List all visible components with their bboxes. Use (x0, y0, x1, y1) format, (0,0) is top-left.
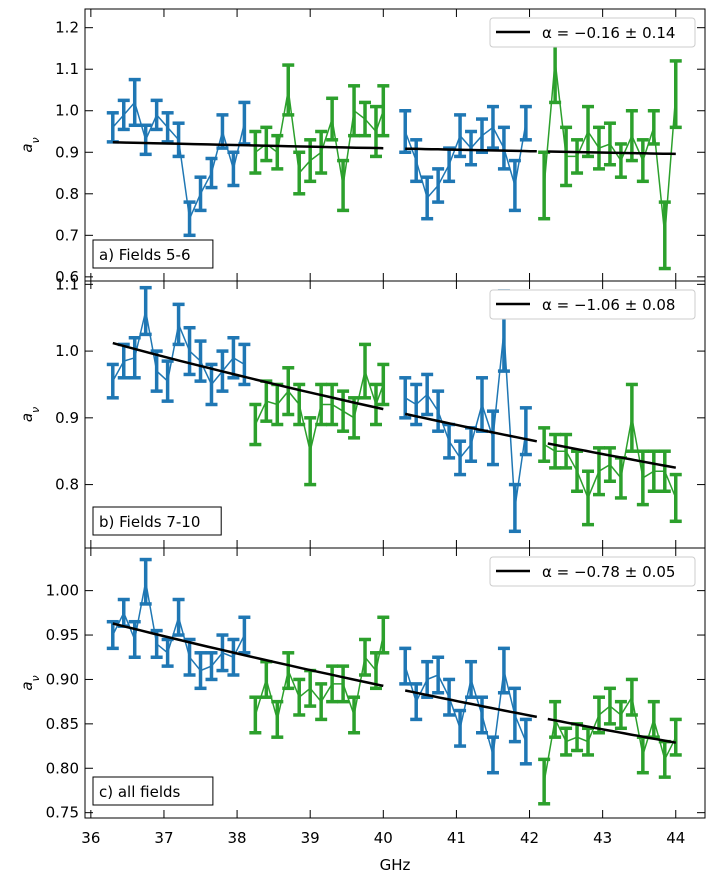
legend: α = −0.16 ± 0.14 (490, 18, 695, 47)
panel-label: c) all fields (93, 777, 213, 805)
figure-canvas: 0.60.70.80.91.01.11.2aνα = −0.16 ± 0.14a… (0, 0, 714, 883)
y-tick-label: 1.1 (55, 60, 79, 78)
y-tick-label: 0.80 (46, 759, 79, 777)
y-tick-label: 1.0 (55, 102, 79, 120)
y-axis-label: aν (18, 675, 42, 690)
panel-label: a) Fields 5-6 (93, 240, 213, 268)
panel-1-data (107, 19, 682, 268)
legend-label: α = −1.06 ± 0.08 (542, 296, 675, 314)
y-tick-label: 0.9 (55, 143, 79, 161)
panel-label-text: a) Fields 5-6 (99, 246, 191, 264)
legend-label: α = −0.16 ± 0.14 (542, 24, 675, 42)
series-line (405, 331, 526, 508)
y-tick-label: 0.8 (55, 185, 79, 203)
y-tick-label: 0.7 (55, 226, 79, 244)
x-tick-label: 44 (666, 829, 685, 847)
panel-label-text: b) Fields 7-10 (99, 513, 200, 531)
x-tick-label: 37 (154, 829, 173, 847)
fit-line (113, 624, 384, 686)
x-tick-label: 40 (374, 829, 393, 847)
panel-3-data (107, 560, 682, 804)
y-axis-label-subscript: ν (29, 407, 42, 413)
y-axis-label-subscript: ν (29, 137, 42, 143)
legend: α = −1.06 ± 0.08 (490, 290, 695, 319)
series-line (113, 102, 245, 218)
legend: α = −0.78 ± 0.05 (490, 557, 695, 586)
y-tick-label: 0.75 (46, 804, 79, 822)
panel-3: 0.75 0.80 0.85 0.90 0.95 1.00 aν α = −0.78 ± 0.… (18, 548, 705, 822)
panel-2-data (107, 288, 682, 532)
y-tick-label: 0.95 (46, 626, 79, 644)
y-tick-label: 1.2 (55, 19, 79, 37)
legend-label: α = −0.78 ± 0.05 (542, 563, 675, 581)
y-tick-label: 0.90 (46, 670, 79, 688)
fit-line (405, 149, 537, 152)
x-tick-label: 43 (593, 829, 612, 847)
x-tick-label: 42 (520, 829, 539, 847)
x-tick-label: 39 (301, 829, 320, 847)
y-tick-label: 0.8 (55, 476, 79, 494)
y-tick-label: 0.9 (55, 409, 79, 427)
x-tick-label: 38 (228, 829, 247, 847)
panel-2: 0.8 0.9 1.0 1.1 aν α = −1.06 ± 0.08 b) Fields … (18, 275, 705, 548)
y-tick-label: 1.0 (55, 342, 79, 360)
panel-label-text: c) all fields (99, 783, 181, 801)
x-tick-label: 36 (81, 829, 100, 847)
y-axis-label: aν (18, 407, 42, 422)
y-tick-label: 1.00 (46, 582, 79, 600)
y-axis-label: aν (18, 137, 42, 152)
y-tick-label: 1.1 (55, 275, 79, 293)
y-axis-label-subscript: ν (29, 675, 42, 681)
series-line (405, 123, 526, 198)
x-tick-label: 41 (447, 829, 466, 847)
panel-label: b) Fields 7-10 (93, 507, 221, 535)
y-tick-label: 0.85 (46, 715, 79, 733)
x-axis-label: GHz (380, 856, 411, 874)
fit-line (113, 343, 384, 409)
